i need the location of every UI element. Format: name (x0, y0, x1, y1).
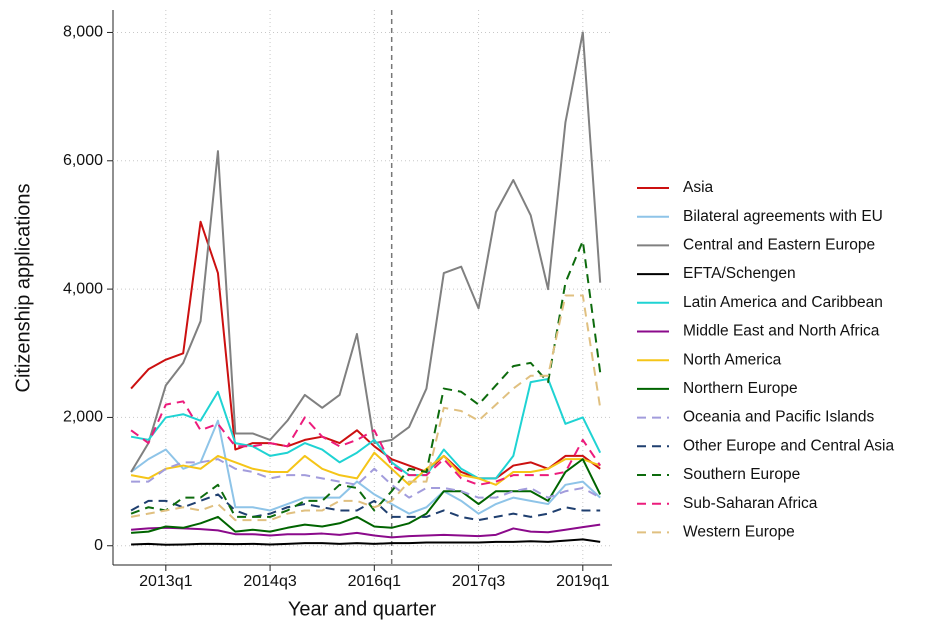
x-tick-label: 2013q1 (139, 573, 192, 590)
legend-label: North America (683, 351, 782, 368)
series-line (130, 377, 602, 480)
series-line (130, 493, 601, 522)
series-line (130, 220, 601, 480)
series-line (130, 523, 601, 539)
legend-label: Bilateral agreements with EU (683, 208, 883, 225)
y-axis-label: Citizenship applications (12, 183, 34, 392)
legend-label: Oceania and Pacific Islands (683, 409, 875, 426)
legend-label: Central and Eastern Europe (683, 236, 875, 253)
legend-label: Sub-Saharan Africa (683, 495, 818, 512)
x-axis-label: Year and quarter (288, 598, 437, 620)
y-tick-label: 8,000 (63, 24, 103, 41)
series-line (130, 419, 601, 515)
series-line (130, 451, 601, 486)
x-tick-label: 2019q1 (556, 573, 609, 590)
series-line (130, 400, 602, 486)
legend-label: Northern Europe (683, 380, 798, 397)
legend-label: Latin America and Caribbean (683, 294, 883, 311)
x-tick-label: 2014q3 (243, 573, 296, 590)
x-tick-label: 2016q1 (348, 573, 401, 590)
legend-label: Other Europe and Central Asia (683, 437, 894, 454)
y-tick-label: 2,000 (63, 409, 103, 426)
x-tick-label: 2017q3 (452, 573, 505, 590)
legend-label: Middle East and North Africa (683, 323, 880, 340)
legend-label: Southern Europe (683, 466, 800, 483)
y-tick-label: 0 (94, 537, 103, 554)
y-tick-label: 4,000 (63, 280, 103, 297)
series-line (131, 538, 601, 546)
y-tick-label: 6,000 (63, 152, 103, 169)
series-line (130, 31, 602, 473)
series-line (131, 458, 601, 499)
legend-label: Western Europe (683, 523, 795, 540)
legend-label: EFTA/Schengen (683, 265, 796, 282)
series-line (130, 294, 602, 522)
series-line (130, 458, 602, 534)
legend-label: Asia (683, 179, 714, 196)
